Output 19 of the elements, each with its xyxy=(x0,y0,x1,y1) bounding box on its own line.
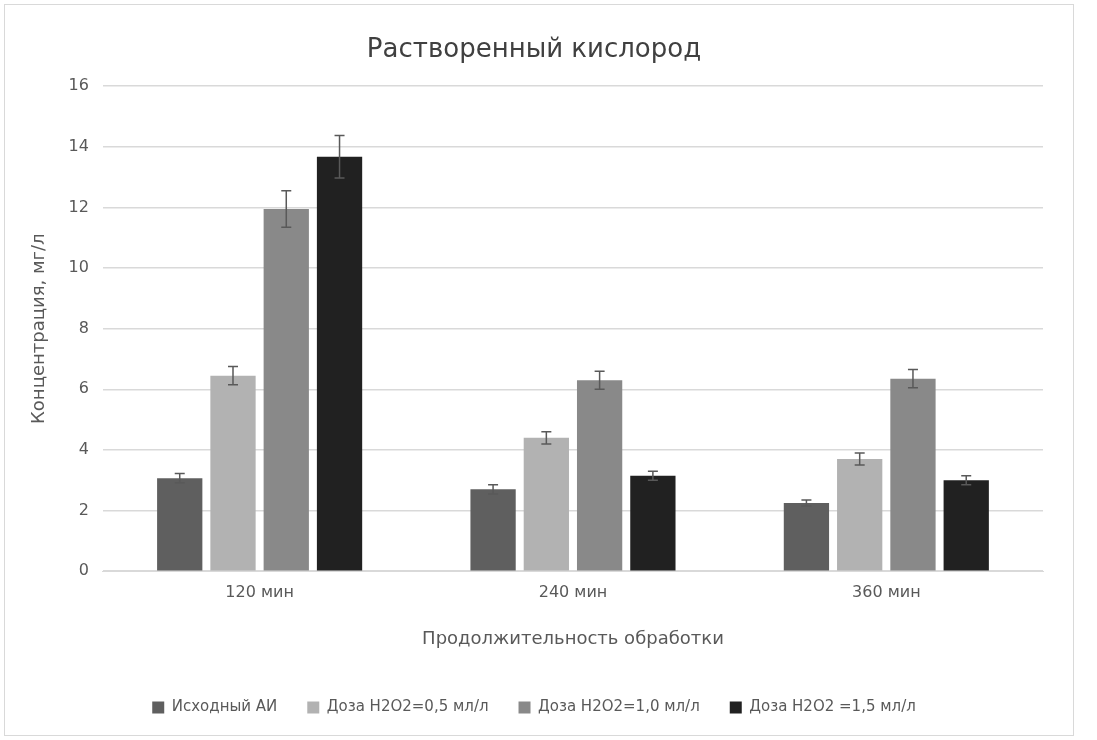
legend-label: Доза Н2О2=1,0 мл/л xyxy=(538,697,700,716)
chart-title: Растворенный кислород xyxy=(366,33,702,64)
y-tick-label: 6 xyxy=(78,378,89,398)
y-tick-label: 10 xyxy=(68,257,89,277)
y-tick-label: 14 xyxy=(68,135,89,155)
x-tick-label: 120 мин xyxy=(225,581,294,601)
legend-label: Исходный АИ xyxy=(171,697,278,716)
y-tick-label: 2 xyxy=(78,499,89,519)
x-tick-label: 360 мин xyxy=(852,581,921,601)
legend-label: Доза Н2О2=0,5 мл/л xyxy=(326,697,489,716)
y-tick-label: 12 xyxy=(68,196,89,216)
y-tick-label: 0 xyxy=(78,560,89,580)
x-axis-title: Продолжительность обработки xyxy=(422,626,724,648)
x-tick-label: 240 мин xyxy=(538,581,608,601)
y-tick-label: 8 xyxy=(78,317,89,337)
y-axis-title: Концентрация, мг/л xyxy=(27,233,49,424)
y-tick-label: 4 xyxy=(78,439,89,459)
legend-label: Доза Н2О2 =1,5 мл/л xyxy=(749,697,916,716)
y-tick-label: 16 xyxy=(68,75,89,95)
